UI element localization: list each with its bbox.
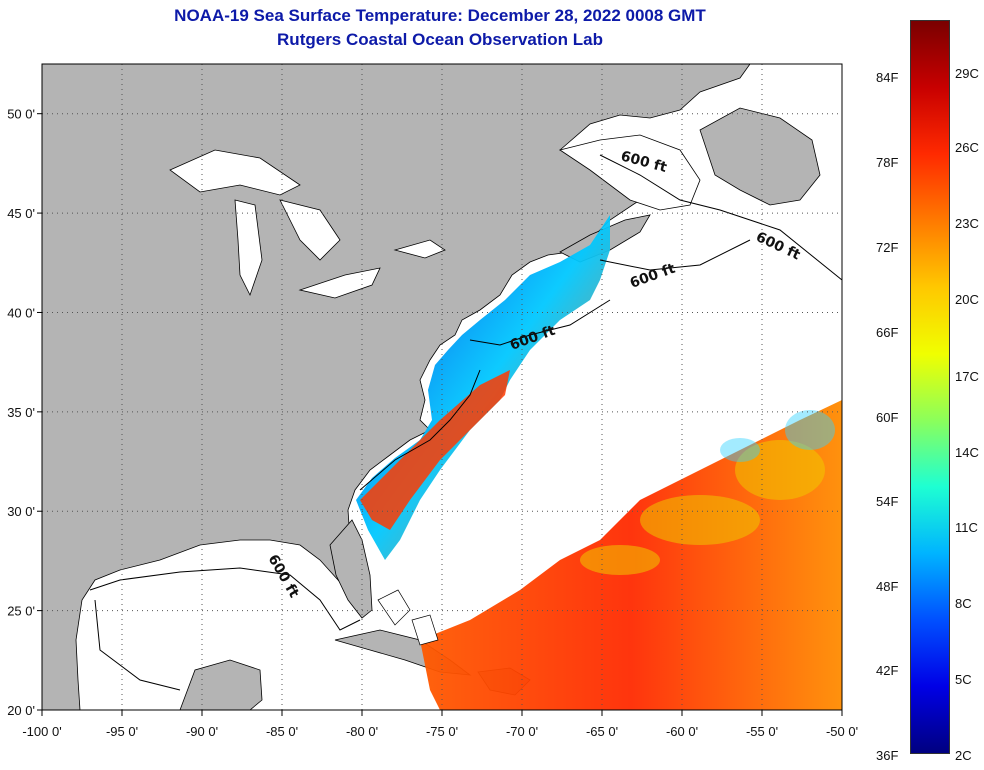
lon-tick-label: -85 0': [266, 724, 298, 739]
sst-mid-patches: [580, 440, 825, 575]
axis-ticks: -100 0' -95 0' -90 0' -85 0' -80 0' -75 0' -70…: [7, 107, 858, 739]
land-yucatan: [179, 659, 263, 710]
lon-tick-label: -80 0': [346, 724, 378, 739]
map-subtitle: Rutgers Coastal Ocean Observation Lab: [277, 30, 603, 49]
colorbar-f-label: 36F: [876, 748, 899, 763]
lon-tick-label: -65 0': [586, 724, 618, 739]
colorbar-c-label: 11C: [955, 520, 978, 535]
lon-tick-label: -95 0': [106, 724, 138, 739]
colorbar-f-label: 66F: [876, 325, 899, 340]
colorbar-f-label: 42F: [876, 663, 899, 678]
lat-tick-label: 40 0': [7, 305, 35, 320]
colorbar-c-label: 5C: [955, 672, 972, 687]
gulf-st-lawrence: [559, 134, 701, 211]
lon-tick-label: -90 0': [186, 724, 218, 739]
colorbar-c-label: 26C: [955, 140, 979, 155]
lon-tick-label: -50 0': [826, 724, 858, 739]
colorbar-c-label: 2C: [955, 748, 972, 763]
lat-tick-label: 45 0': [7, 206, 35, 221]
lat-tick-label: 25 0': [7, 604, 35, 619]
lon-tick-label: -70 0': [506, 724, 538, 739]
graticule: [42, 64, 842, 710]
colorbar-c-label: 14C: [955, 445, 979, 460]
colorbar-f-label: 60F: [876, 410, 899, 425]
colorbar-c-label: 23C: [955, 216, 979, 231]
sst-colorbar: [910, 20, 950, 754]
lat-tick-label: 50 0': [7, 107, 35, 122]
colorbar-c-label: 17C: [955, 369, 979, 384]
lat-tick-label: 35 0': [7, 405, 35, 420]
colorbar-f-label: 48F: [876, 579, 899, 594]
map-title: NOAA-19 Sea Surface Temperature: Decembe…: [174, 6, 706, 25]
sst-gulf-stream: [360, 370, 510, 530]
colorbar-f-label: 78F: [876, 155, 899, 170]
lat-tick-label: 30 0': [7, 504, 35, 519]
isobath-600ft: [89, 154, 842, 691]
colorbar-f-label: 84F: [876, 70, 899, 85]
lon-tick-label: -100 0': [22, 724, 61, 739]
great-lakes: [169, 149, 446, 299]
lat-tick-label: 20 0': [7, 703, 35, 718]
sst-cool-patches: [720, 410, 835, 462]
colorbar-c-label: 8C: [955, 596, 972, 611]
land-newfoundland: [699, 107, 821, 206]
colorbar-c-label: 20C: [955, 292, 979, 307]
lon-tick-label: -60 0': [666, 724, 698, 739]
lon-tick-label: -75 0': [426, 724, 458, 739]
colorbar-c-label: 29C: [955, 66, 979, 81]
colorbar-f-label: 72F: [876, 240, 899, 255]
bahamas: [377, 589, 439, 646]
colorbar-f-label: 54F: [876, 494, 899, 509]
lon-tick-label: -55 0': [746, 724, 778, 739]
